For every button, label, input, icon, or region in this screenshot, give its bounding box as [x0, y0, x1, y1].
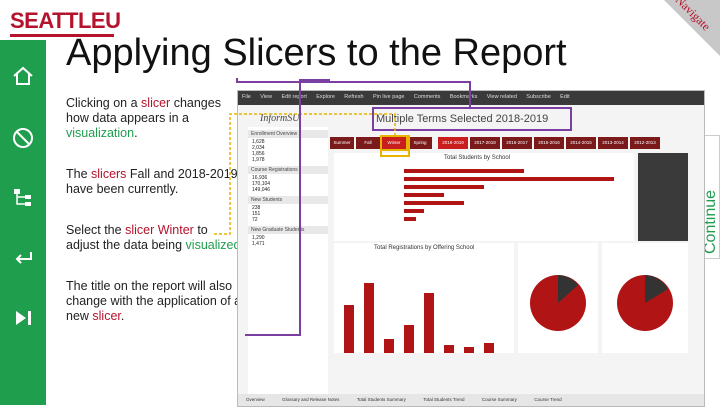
page-tab[interactable]: Total Students Trend — [423, 397, 465, 402]
sidebar-value: 2,034 — [252, 145, 265, 151]
toolbar-item[interactable]: Pin live page — [372, 94, 405, 100]
registrations-chart: Total Registrations by Offering School — [334, 243, 514, 353]
toolbar-item[interactable]: Refresh — [344, 94, 364, 100]
title-highlight-box — [372, 107, 572, 131]
students-by-school-chart: Total Students by School — [334, 153, 634, 241]
sidebar-value: 1,290 — [252, 235, 265, 241]
page-tab[interactable]: Glossary and Release Notes — [282, 397, 340, 402]
winter-connector — [214, 113, 396, 235]
pie-panel — [602, 243, 688, 353]
toolbar-item[interactable]: Edit report — [281, 94, 307, 100]
title-change-connector — [245, 79, 330, 336]
sidebar-section: New Students — [248, 196, 328, 204]
toolbar-item[interactable]: File — [242, 94, 251, 100]
tree-icon[interactable] — [8, 186, 38, 216]
toolbar-item[interactable]: Bookmarks — [449, 94, 478, 100]
bar — [404, 217, 416, 221]
note-2: The slicers Fall and 2018-2019 have been… — [66, 167, 238, 196]
bar — [464, 347, 474, 353]
logo-underline — [10, 34, 114, 37]
report-screenshot: File View Edit report Explore Refresh Pi… — [237, 90, 705, 407]
disable-icon[interactable] — [8, 126, 38, 156]
sidebar-section: Enrollment Overview — [248, 130, 328, 138]
sidebar-section: Course Registrations — [248, 166, 328, 174]
report-brand: InformSU — [260, 113, 300, 124]
term-slicer: Summer Fall Winter Spring 2018-2019 2017… — [330, 135, 680, 151]
slicer-spring[interactable]: Spring — [408, 137, 432, 149]
bar — [404, 209, 424, 213]
report-page-tabs: Overview Glossary and Release Notes Tota… — [238, 394, 704, 406]
bar — [424, 293, 434, 353]
left-nav-bar — [0, 40, 46, 405]
bar — [444, 345, 454, 353]
last-slide-icon[interactable] — [8, 306, 38, 336]
sidebar-value: 151 — [252, 211, 261, 217]
slicer-winter[interactable]: Winter — [380, 135, 408, 151]
sidebar-value: 149,046 — [252, 187, 271, 193]
bar — [484, 343, 494, 353]
report-sidebar: Enrollment Overview 1,628 2,034 1,856 1,… — [248, 127, 328, 406]
sidebar-value: 16,936 — [252, 175, 268, 181]
note-1: Clicking on a slicer changes how data ap… — [66, 96, 221, 140]
chart-title: Total Students by School — [444, 155, 511, 161]
page-tab[interactable]: Total Students Summary — [356, 397, 406, 402]
return-icon[interactable] — [8, 246, 38, 276]
bar — [404, 325, 414, 353]
sidebar-value: 1,978 — [252, 157, 265, 163]
bar — [364, 283, 374, 353]
bar — [404, 169, 524, 173]
winter-highlight-box — [380, 135, 410, 157]
sidebar-value: 1,628 — [252, 139, 265, 145]
slicer-summer[interactable]: Summer — [330, 137, 354, 149]
pie-chart — [617, 275, 673, 331]
bar — [404, 177, 614, 181]
slicer-year[interactable]: 2018-2019 — [438, 137, 468, 149]
toolbar-item[interactable]: Comments — [413, 94, 441, 100]
bar — [344, 305, 354, 353]
toolbar-item[interactable]: View — [260, 94, 273, 100]
slicer-year[interactable]: 2014-2015 — [566, 137, 596, 149]
instruction-notes: Clicking on a slicer changes how data ap… — [66, 96, 244, 350]
toolbar-item[interactable]: Subscribe — [526, 94, 551, 100]
slicer-year[interactable]: 2012-2013 — [630, 137, 660, 149]
slicer-year[interactable]: 2015-2016 — [534, 137, 564, 149]
toolbar-item[interactable]: Explore — [316, 94, 335, 100]
slicer-year[interactable]: 2013-2014 — [598, 137, 628, 149]
sidebar-value: 170,104 — [252, 181, 271, 187]
pie-chart — [530, 275, 586, 331]
home-icon[interactable] — [8, 64, 38, 94]
bar — [384, 339, 394, 353]
sidebar-value: 72 — [252, 217, 258, 223]
page-tab[interactable]: Course Trend — [534, 397, 562, 402]
slicer-fall[interactable]: Fall — [356, 137, 380, 149]
title-connector — [236, 78, 471, 108]
multiple-terms-title: Multiple Terms Selected 2018-2019 — [376, 113, 549, 125]
status-panel — [638, 153, 688, 241]
bar — [404, 185, 484, 189]
sidebar-value: 238 — [252, 205, 261, 211]
pie-panel — [518, 243, 598, 353]
navigate-corner[interactable] — [664, 0, 720, 56]
slicer-year[interactable]: 2016-2017 — [502, 137, 532, 149]
toolbar-item[interactable]: Edit — [560, 94, 570, 100]
bar — [404, 201, 464, 205]
note-4: The title on the report will also change… — [66, 279, 242, 323]
page-title: Applying Slicers to the Report — [66, 32, 567, 74]
bar — [404, 193, 444, 197]
sidebar-value: 1,856 — [252, 151, 265, 157]
toolbar-item[interactable]: View related — [486, 94, 517, 100]
sidebar-section: New Graduate Students — [248, 226, 328, 234]
chart-title: Total Registrations by Offering School — [374, 245, 475, 251]
seattleu-logo: SEATTLEU — [10, 8, 121, 33]
slicer-year[interactable]: 2017-2018 — [470, 137, 500, 149]
sidebar-value: 1,471 — [252, 241, 265, 247]
page-tab[interactable]: Overview — [246, 397, 265, 402]
note-3: Select the slicer Winter to adjust the d… — [66, 223, 244, 252]
page-tab[interactable]: Course Summary — [481, 397, 517, 402]
